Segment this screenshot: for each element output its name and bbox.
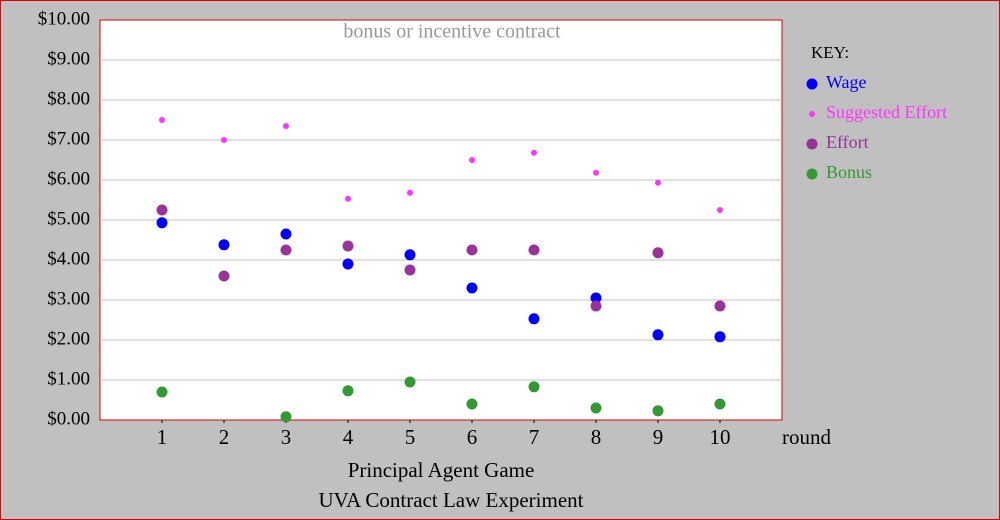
data-point [345,195,351,202]
data-point [156,386,168,398]
data-point [404,264,416,276]
y-tick-label: $10.00 [38,8,90,29]
y-tick-label: $4.00 [47,248,90,269]
data-point [466,398,478,410]
data-point [283,123,289,129]
x-tick-label: 3 [281,425,292,449]
chart-title: bonus or incentive contract [343,21,561,43]
data-point [159,117,165,123]
legend-marker [809,111,815,117]
legend-label: Suggested Effort [826,102,947,122]
data-point [466,244,478,256]
data-point [342,385,354,397]
data-point [466,282,478,294]
data-point [593,169,599,176]
legend-marker [806,138,818,150]
y-tick-label: $8.00 [47,88,90,109]
legend-label: Effort [826,132,869,152]
data-point [714,300,726,312]
data-point [280,228,292,240]
data-point [156,204,168,216]
data-point [221,137,227,143]
data-point [655,179,661,186]
subtitle: Principal Agent Game [348,458,535,482]
data-point [280,411,292,423]
legend-marker [806,168,818,180]
data-point [407,189,413,196]
data-point [156,217,168,229]
data-point [714,331,726,343]
data-point [590,402,602,414]
data-point [590,300,602,312]
y-tick-label: $7.00 [47,128,90,149]
x-tick-label: 9 [653,425,664,449]
data-point [652,247,664,259]
y-tick-label: $5.00 [47,208,90,229]
data-point [652,329,664,341]
x-tick-label: 1 [157,425,168,449]
data-point [714,398,726,410]
data-point [652,405,664,417]
x-tick-label: 7 [529,425,540,449]
data-point [218,270,230,282]
data-point [528,381,540,393]
data-point [531,149,537,156]
x-tick-label: 2 [219,425,230,449]
data-point [528,313,540,325]
y-tick-label: $0.00 [47,408,90,429]
data-point [342,258,354,270]
legend-label: Bonus [826,162,872,182]
legend-marker [806,78,818,90]
data-point [218,239,230,251]
data-point [342,240,354,252]
x-tick-label: 4 [343,425,354,449]
legend-label: Wage [826,72,867,92]
legend-title: KEY: [811,43,849,62]
data-point [469,157,475,163]
x-axis-label: round [782,425,831,449]
y-tick-label: $2.00 [47,328,90,349]
y-tick-label: $1.00 [47,368,90,389]
data-point [717,207,723,213]
data-point [404,249,416,261]
data-point [280,244,292,256]
x-tick-label: 6 [467,425,478,449]
y-tick-label: $3.00 [47,288,90,309]
data-point [528,244,540,256]
y-tick-label: $6.00 [47,168,90,189]
data-point [404,376,416,388]
y-tick-label: $9.00 [47,48,90,69]
x-tick-label: 5 [405,425,416,449]
x-tick-label: 10 [710,425,731,449]
subtitle: UVA Contract Law Experiment [319,488,584,512]
x-tick-label: 8 [591,425,602,449]
data-point [590,292,602,304]
